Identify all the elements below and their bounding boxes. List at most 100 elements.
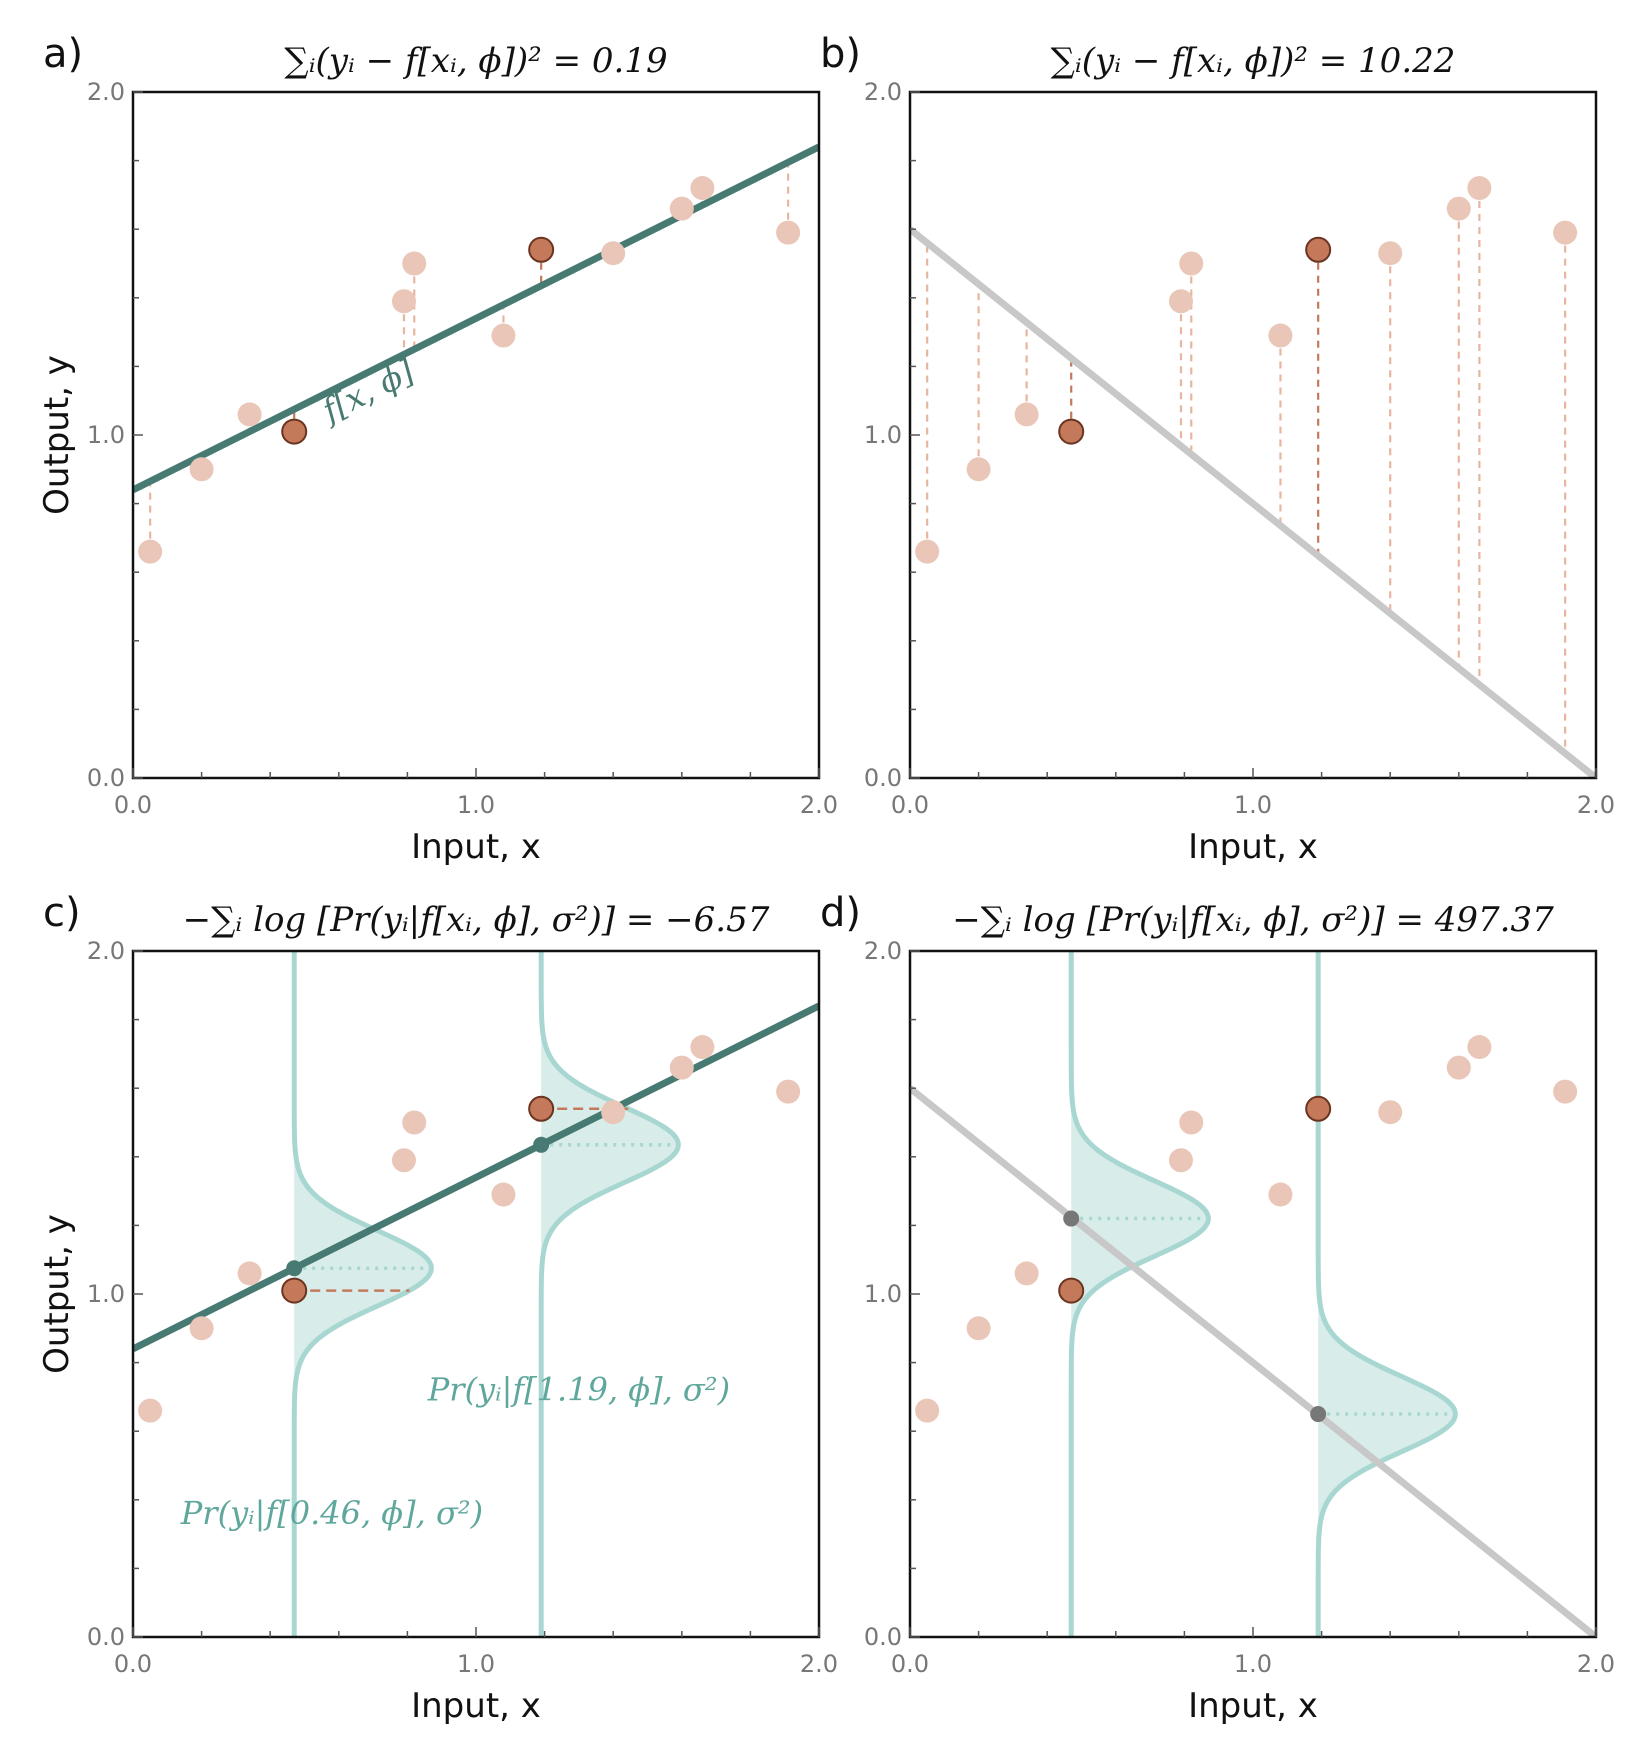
y-axis-label: Output, y: [37, 355, 77, 515]
highlight-point: [281, 1277, 308, 1304]
y-tick-label: 1.0: [87, 421, 125, 449]
plot-area: [910, 176, 1596, 778]
data-point: [1014, 1261, 1039, 1286]
data-point: [669, 1055, 694, 1080]
highlight-point: [528, 1095, 555, 1122]
chart-panel-d: 0.0 1.0 2.00.01.02.0d) −∑ᵢ log [Pr(yᵢ|f[xᵢ,…: [820, 890, 1615, 1726]
data-point: [776, 1079, 801, 1104]
y-tick-label: 2.0: [87, 937, 125, 965]
plot-area: [910, 951, 1596, 1637]
x-tick-label: 2.0: [1577, 791, 1615, 819]
panel-title: −∑ᵢ log [Pr(yᵢ|f[xᵢ, ϕ], σ²)] = 497.37: [952, 900, 1554, 940]
panel-letter: b): [820, 31, 861, 77]
x-tick-label: 2.0: [1577, 1650, 1615, 1678]
highlight-point: [528, 236, 555, 263]
gaussian-label: Pr(yᵢ|f[1.19, ϕ], σ²): [427, 1370, 730, 1408]
x-tick-label: 2.0: [800, 791, 838, 819]
data-point: [189, 1316, 214, 1341]
y-tick-label: 2.0: [87, 78, 125, 106]
plot-frame: [908, 90, 1598, 780]
y-tick-label: 0.0: [87, 764, 125, 792]
fit-line: [133, 143, 819, 494]
data-point: [1268, 323, 1293, 348]
highlight-point: [1305, 1095, 1332, 1122]
gaussian-curve: [291, 951, 434, 1637]
x-tick-label: 0.0: [114, 1650, 152, 1678]
plot-frame: [908, 949, 1598, 1639]
data-point: [1179, 1110, 1204, 1135]
data-point: [1168, 289, 1193, 314]
panel-title: −∑ᵢ log [Pr(yᵢ|f[xᵢ, ϕ], σ²)] = −6.57: [183, 900, 770, 940]
y-tick-label: 1.0: [864, 421, 902, 449]
gaussian-curve: [1315, 951, 1458, 1637]
x-tick-label: 0.0: [891, 791, 929, 819]
data-point: [1179, 251, 1204, 276]
data-point: [915, 1398, 940, 1423]
fit-line-label: f[x, ϕ]: [315, 352, 421, 431]
data-point: [402, 251, 427, 276]
data-point: [237, 402, 262, 427]
data-point: [402, 1110, 427, 1135]
fit-line: [133, 1002, 819, 1353]
data-point: [1553, 220, 1578, 245]
x-axis-label: Input, x: [411, 1686, 541, 1726]
data-point: [491, 323, 516, 348]
model-mean-dot: [1310, 1406, 1327, 1423]
fit-line: [910, 1085, 1596, 1637]
data-point: [138, 539, 163, 564]
x-axis-label: Input, x: [1188, 827, 1318, 867]
x-tick-label: 0.0: [891, 1650, 929, 1678]
y-tick-label: 2.0: [864, 78, 902, 106]
gaussian-fill: [541, 951, 679, 1637]
y-tick-label: 1.0: [87, 1280, 125, 1308]
gaussian-fill: [1318, 951, 1456, 1637]
data-point: [1446, 196, 1471, 221]
data-point: [1168, 1148, 1193, 1173]
x-axis-label: Input, x: [1188, 1686, 1318, 1726]
x-tick-label: 1.0: [1234, 791, 1272, 819]
data-point: [669, 196, 694, 221]
data-point: [690, 176, 715, 201]
data-point: [1467, 1035, 1492, 1060]
data-point: [915, 539, 940, 564]
plot-area: [133, 951, 819, 1637]
y-axis-label: Output, y: [37, 1214, 77, 1374]
model-mean-dot: [533, 1136, 550, 1153]
data-point: [1553, 1079, 1578, 1104]
data-point: [1378, 1100, 1403, 1125]
x-tick-label: 1.0: [457, 1650, 495, 1678]
data-point: [1268, 1182, 1293, 1207]
gaussian-curve: [538, 951, 681, 1637]
y-tick-label: 1.0: [864, 1280, 902, 1308]
data-point: [491, 1182, 516, 1207]
highlight-point: [281, 418, 308, 445]
data-point: [690, 1035, 715, 1060]
data-point: [391, 1148, 416, 1173]
panel-letter: d): [820, 890, 861, 936]
panel-letter: a): [43, 31, 83, 77]
x-tick-label: 1.0: [1234, 1650, 1272, 1678]
x-axis-label: Input, x: [411, 827, 541, 867]
model-mean-dot: [286, 1260, 303, 1277]
chart-panel-a: 0.0 1.0 2.00.01.02.0a) ∑ᵢ(yᵢ − f[xᵢ, ϕ])² =…: [37, 31, 838, 867]
data-point: [1014, 402, 1039, 427]
highlight-point: [1058, 418, 1085, 445]
data-point: [1378, 241, 1403, 266]
x-tick-label: 2.0: [800, 1650, 838, 1678]
x-tick-label: 0.0: [114, 791, 152, 819]
highlight-point: [1305, 236, 1332, 263]
chart-panel-b: 0.0 1.0 2.00.01.02.0b) ∑ᵢ(yᵢ − f[xᵢ, ϕ])² =…: [820, 31, 1615, 867]
y-tick-label: 0.0: [864, 1623, 902, 1651]
data-point: [601, 241, 626, 266]
y-tick-label: 0.0: [87, 1623, 125, 1651]
gaussian-curve: [1068, 951, 1211, 1637]
gaussian-fill: [294, 951, 432, 1637]
data-point: [966, 1316, 991, 1341]
gaussian-label: Pr(yᵢ|f[0.46, ϕ], σ²): [180, 1494, 483, 1532]
data-point: [1467, 176, 1492, 201]
data-point: [1446, 1055, 1471, 1080]
fit-line: [910, 226, 1596, 778]
data-point: [601, 1100, 626, 1125]
data-point: [237, 1261, 262, 1286]
